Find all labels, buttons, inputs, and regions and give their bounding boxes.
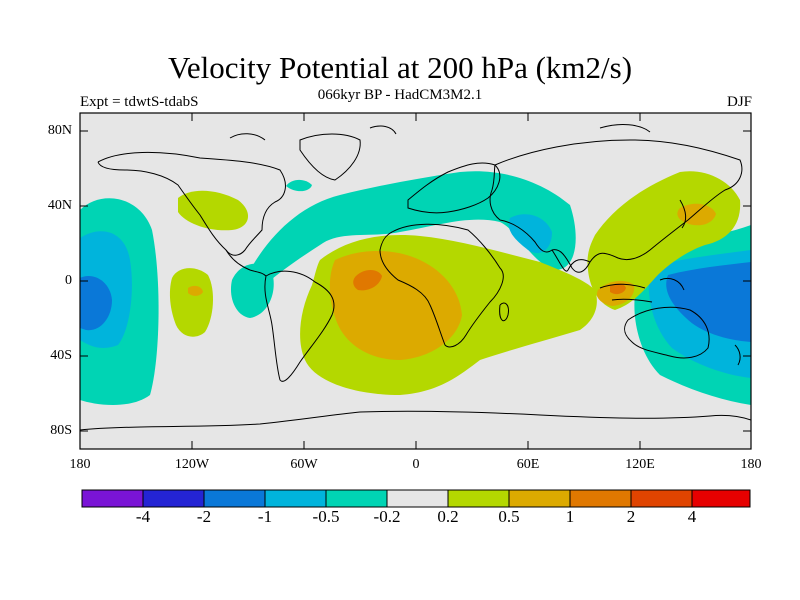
colorbar-label: 4 xyxy=(687,507,697,526)
colorbar-label: -0.5 xyxy=(312,507,340,526)
lat-label: 40N xyxy=(47,198,72,213)
region-positive-japan xyxy=(677,203,716,226)
axis-ticks xyxy=(79,113,752,449)
colorbar-swatch xyxy=(204,490,265,507)
colorbar-label: 0.2 xyxy=(437,507,459,526)
lon-label: 180 xyxy=(69,457,91,472)
colorbar-label: 1 xyxy=(565,507,575,526)
lon-label: 180 xyxy=(740,457,762,472)
region-positive-pacific-small xyxy=(188,285,203,296)
lat-label: 80N xyxy=(47,123,72,138)
colorbar-label: -2 xyxy=(196,507,212,526)
contour-field xyxy=(80,113,751,449)
coast-antarctica xyxy=(80,410,751,431)
lat-label: 40S xyxy=(50,348,72,363)
colorbar-swatch xyxy=(326,490,387,507)
lat-label: 80S xyxy=(50,423,72,438)
region-positive-north-pacific xyxy=(178,190,249,231)
colorbar-swatch xyxy=(143,490,204,507)
coast-north-america xyxy=(97,151,286,256)
region-negative-north-atlantic xyxy=(249,171,576,287)
region-positive-indonesia-core xyxy=(610,283,626,295)
region-positive-gulf-guinea xyxy=(353,270,382,291)
lon-label: 60W xyxy=(290,457,318,472)
season-label: DJF xyxy=(726,94,752,110)
lon-label: 120E xyxy=(625,457,655,472)
colorbar-swatch xyxy=(692,490,750,507)
colorbar-swatch xyxy=(631,490,692,507)
coast-greenland xyxy=(299,133,361,181)
colorbar-label: -1 xyxy=(257,507,273,526)
coast-europe xyxy=(407,162,501,214)
region-negative-west-pacific-deep xyxy=(666,262,751,342)
colorbar-label: -4 xyxy=(135,507,151,526)
region-positive-central-pacific xyxy=(169,268,214,337)
coast-india xyxy=(551,249,591,272)
coast-asia xyxy=(489,139,743,273)
coast-japan xyxy=(679,199,687,229)
region-negative-arabia xyxy=(508,214,552,254)
region-negative-east-pacific-deep xyxy=(80,276,112,331)
colorbar-swatch xyxy=(387,490,448,507)
colorbar-frame xyxy=(81,489,751,508)
colorbar-swatch xyxy=(82,490,143,507)
colorbar-swatch xyxy=(509,490,570,507)
colorbar-label: -0.2 xyxy=(373,507,401,526)
colorbar-swatch xyxy=(448,490,509,507)
coast-australia xyxy=(624,306,710,359)
colorbar-swatch xyxy=(570,490,631,507)
colorbar-label: 0.5 xyxy=(498,507,520,526)
coastlines xyxy=(80,124,751,431)
region-negative-greenland xyxy=(286,179,312,192)
coast-indonesia xyxy=(599,277,685,303)
colorbar-swatch xyxy=(265,490,326,507)
coast-arctic-islands xyxy=(229,124,651,141)
colorbar xyxy=(81,489,751,508)
chart-subtitle: 066kyr BP - HadCM3M2.1 xyxy=(317,87,483,103)
chart-title: Velocity Potential at 200 hPa (km2/s) xyxy=(167,50,633,85)
coast-south-america xyxy=(264,270,335,382)
lat-label: 0 xyxy=(65,273,72,288)
lon-label: 60E xyxy=(516,457,540,472)
coast-new-zealand xyxy=(734,344,741,366)
coast-central-america xyxy=(225,249,267,277)
experiment-label: Expt = tdwtS-tdabS xyxy=(80,94,199,110)
colorbar-label: 2 xyxy=(626,507,636,526)
coast-madagascar xyxy=(499,302,509,322)
lon-label: 0 xyxy=(412,457,420,472)
lon-label: 120W xyxy=(174,457,210,472)
coast-africa xyxy=(379,223,504,348)
